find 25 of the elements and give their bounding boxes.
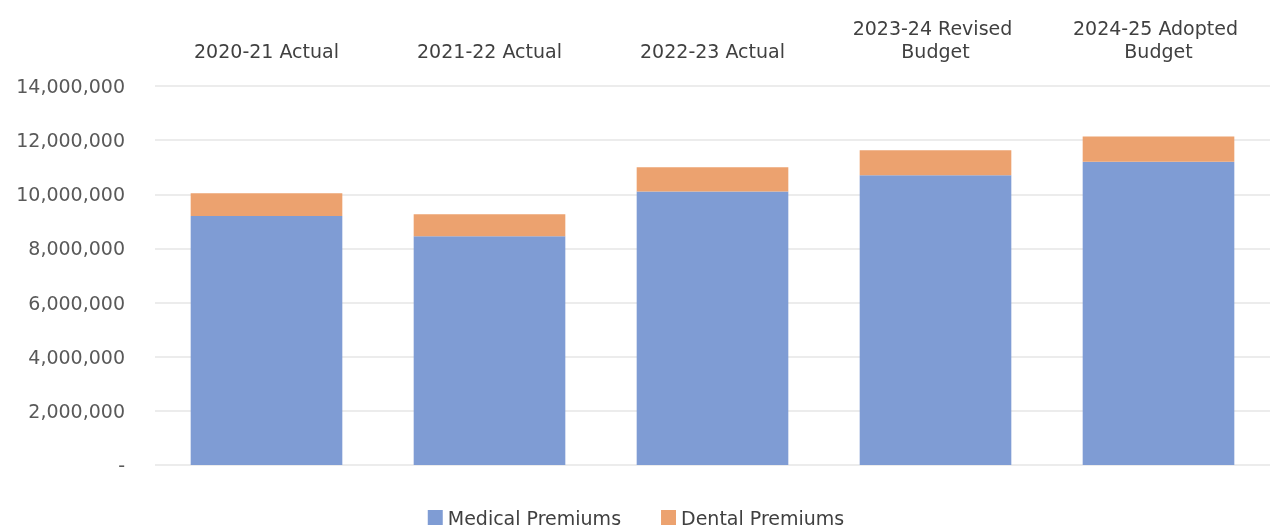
x-tick-label: 2021-22 Actual: [417, 39, 562, 62]
bar: [190, 193, 343, 216]
bar: [413, 214, 566, 237]
x-tick-label: 2024-25 Adopted Budget: [1072, 16, 1245, 62]
y-tick-label: 2,000,000: [28, 399, 125, 422]
bar: [636, 167, 789, 192]
bar: [413, 236, 566, 465]
bar: [1082, 161, 1235, 465]
y-tick-label: 12,000,000: [16, 129, 125, 152]
x-tick-label: 2023-24 Revised Budget: [852, 16, 1019, 62]
bar: [1082, 136, 1235, 162]
bar: [636, 191, 789, 465]
legend-label: Dental Premiums: [681, 506, 845, 529]
y-tick-label: -: [118, 454, 125, 476]
x-tick-label: 2022-23 Actual: [640, 39, 785, 62]
bar: [859, 150, 1012, 176]
y-tick-label: 8,000,000: [28, 237, 125, 260]
y-tick-label: 14,000,000: [16, 75, 125, 97]
y-tick-label: 10,000,000: [16, 183, 125, 206]
bar: [190, 215, 343, 465]
x-tick-label: 2020-21 Actual: [194, 39, 339, 62]
y-tick-label: 4,000,000: [28, 345, 125, 368]
legend-label: Medical Premiums: [447, 506, 622, 529]
y-tick-label: 6,000,000: [28, 291, 125, 314]
bar: [859, 175, 1012, 465]
